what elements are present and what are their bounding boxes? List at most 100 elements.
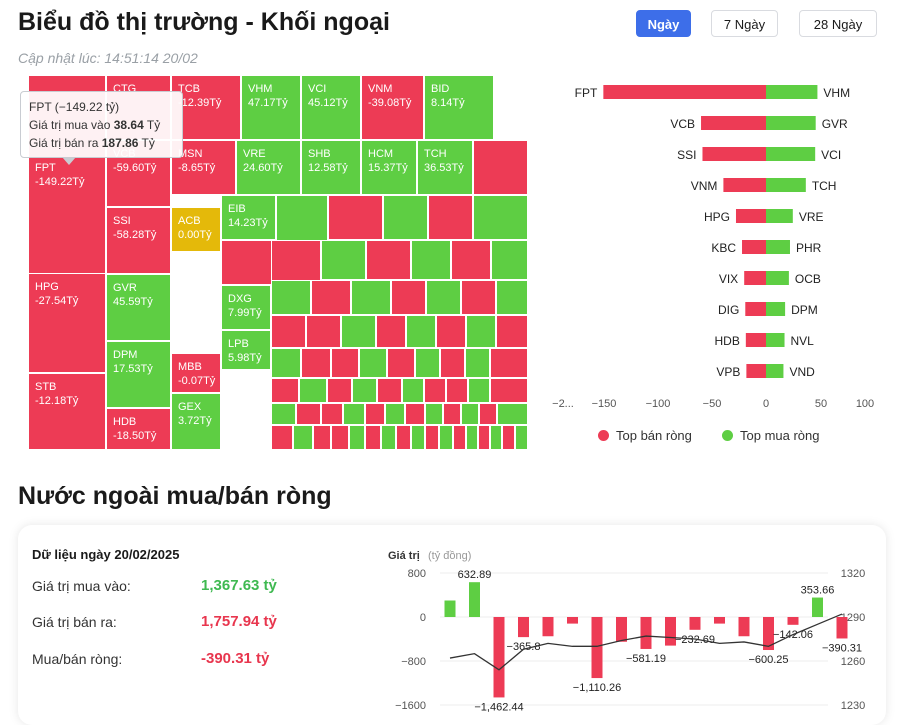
treemap-cell-minor[interactable] <box>473 195 528 240</box>
treemap-cell-minor[interactable] <box>377 378 402 403</box>
treemap-cell-minor[interactable] <box>376 315 406 348</box>
treemap-cell-minor[interactable] <box>490 425 502 450</box>
treemap-cell-minor[interactable] <box>331 348 359 378</box>
treemap-cell-minor[interactable] <box>424 378 446 403</box>
treemap-cell-mbb[interactable]: MBB -0.07Tỷ <box>171 353 221 393</box>
treemap-cell-minor[interactable] <box>473 140 528 195</box>
treemap-cell-minor[interactable] <box>271 403 296 425</box>
treemap-cell-vhm[interactable]: VHM 47.17Tỷ <box>241 75 301 140</box>
tab-day[interactable]: Ngày <box>636 10 691 37</box>
tab-28-days[interactable]: 28 Ngày <box>799 10 877 37</box>
treemap-cell-vci[interactable]: VCI 45.12Tỷ <box>301 75 361 140</box>
treemap-cell-minor[interactable] <box>271 240 321 285</box>
treemap-cell-minor[interactable] <box>405 403 425 425</box>
treemap-cell-minor[interactable] <box>271 378 299 403</box>
treemap-cell-minor[interactable] <box>451 240 491 280</box>
treemap-cell-minor[interactable] <box>387 348 415 378</box>
treemap-cell-minor[interactable] <box>327 378 352 403</box>
treemap-cell-minor[interactable] <box>271 348 301 378</box>
treemap-cell-vnm[interactable]: VNM -39.08Tỷ <box>361 75 424 140</box>
treemap-cell-minor[interactable] <box>497 403 528 425</box>
treemap-cell-minor[interactable] <box>385 403 405 425</box>
treemap-cell-minor[interactable] <box>402 378 424 403</box>
treemap-cell-minor[interactable] <box>311 280 351 315</box>
treemap-cell-shb[interactable]: SHB 12.58Tỷ <box>301 140 361 195</box>
treemap-cell-minor[interactable] <box>271 425 293 450</box>
treemap-cell-dpm[interactable]: DPM 17.53Tỷ <box>106 341 171 408</box>
treemap-cell-minor[interactable] <box>365 403 385 425</box>
treemap-cell-minor[interactable] <box>321 403 343 425</box>
treemap-cell-minor[interactable] <box>453 425 466 450</box>
treemap-cell-minor[interactable] <box>299 378 327 403</box>
treemap-cell-minor[interactable] <box>496 315 528 348</box>
treemap-cell-minor[interactable] <box>296 403 321 425</box>
treemap-cell-minor[interactable] <box>343 403 365 425</box>
treemap-cell-minor[interactable] <box>461 280 496 315</box>
treemap-cell-lpb[interactable]: LPB 5.98Tỷ <box>221 330 271 370</box>
treemap-cell-minor[interactable] <box>349 425 365 450</box>
treemap-cell-minor[interactable] <box>352 378 377 403</box>
treemap-cell-minor[interactable] <box>396 425 411 450</box>
treemap-cell-minor[interactable] <box>478 425 490 450</box>
treemap-cell-minor[interactable] <box>365 425 381 450</box>
treemap-cell-hpg[interactable]: HPG -27.54Tỷ <box>28 273 106 373</box>
treemap-cell-gex[interactable]: GEX 3.72Tỷ <box>171 393 221 450</box>
treemap-cell-minor[interactable] <box>461 403 479 425</box>
treemap-cell-minor[interactable] <box>383 195 428 240</box>
legend-sell[interactable]: Top bán ròng <box>598 428 692 443</box>
treemap-cell-tch[interactable]: TCH 36.53Tỷ <box>417 140 473 195</box>
treemap-cell-minor[interactable] <box>271 280 311 315</box>
treemap-cell-hdb[interactable]: HDB -18.50Tỷ <box>106 408 171 450</box>
treemap-cell-minor[interactable] <box>425 425 439 450</box>
treemap-cell-minor[interactable] <box>359 348 387 378</box>
treemap-cell-minor[interactable] <box>271 315 306 348</box>
treemap-cell-bid[interactable]: BID 8.14Tỷ <box>424 75 494 140</box>
treemap-cell-minor[interactable] <box>515 425 528 450</box>
treemap-cell-eib[interactable]: EIB 14.23Tỷ <box>221 195 276 240</box>
treemap-cell-minor[interactable] <box>381 425 396 450</box>
treemap-cell-minor[interactable] <box>466 315 496 348</box>
treemap-cell-stb[interactable]: STB -12.18Tỷ <box>28 373 106 450</box>
treemap-cell-minor[interactable] <box>425 403 443 425</box>
treemap-cell-minor[interactable] <box>313 425 331 450</box>
treemap-cell-minor[interactable] <box>496 280 528 315</box>
treemap-cell-minor[interactable] <box>479 403 497 425</box>
treemap-cell-minor[interactable] <box>466 425 478 450</box>
treemap-cell-minor[interactable] <box>406 315 436 348</box>
treemap-cell-acb[interactable]: ACB 0.00Tỷ <box>171 207 221 252</box>
treemap-cell-minor[interactable] <box>411 240 451 280</box>
treemap-cell-minor[interactable] <box>366 240 411 280</box>
treemap-cell-minor[interactable] <box>426 280 461 315</box>
treemap-cell-minor[interactable] <box>468 378 490 403</box>
treemap-cell-minor[interactable] <box>491 240 528 280</box>
treemap-cell-minor[interactable] <box>328 195 383 240</box>
treemap-cell-minor[interactable] <box>490 348 528 378</box>
treemap-cell-minor[interactable] <box>465 348 490 378</box>
treemap-cell-minor[interactable] <box>446 378 468 403</box>
treemap-cell-gvr[interactable]: GVR 45.59Tỷ <box>106 274 171 341</box>
treemap-cell-minor[interactable] <box>436 315 466 348</box>
treemap-cell-minor[interactable] <box>301 348 331 378</box>
legend-buy[interactable]: Top mua ròng <box>722 428 820 443</box>
treemap-cell-minor[interactable] <box>415 348 440 378</box>
treemap-cell-minor[interactable] <box>306 315 341 348</box>
treemap-cell-minor[interactable] <box>276 195 328 245</box>
treemap-cell-minor[interactable] <box>341 315 376 348</box>
treemap-cell-minor[interactable] <box>351 280 391 315</box>
treemap-cell-minor[interactable] <box>502 425 515 450</box>
treemap-cell-minor[interactable] <box>331 425 349 450</box>
tab-7-days[interactable]: 7 Ngày <box>711 10 778 37</box>
treemap-cell-minor[interactable] <box>391 280 426 315</box>
treemap-cell-minor[interactable] <box>490 378 528 403</box>
treemap-cell-minor[interactable] <box>293 425 313 450</box>
treemap-cell-minor[interactable] <box>443 403 461 425</box>
treemap-cell-vre[interactable]: VRE 24.60Tỷ <box>236 140 301 195</box>
treemap-cell-minor[interactable] <box>440 348 465 378</box>
treemap-cell-minor[interactable] <box>428 195 473 240</box>
treemap-cell-minor[interactable] <box>221 240 276 285</box>
treemap-cell-dxg[interactable]: DXG 7.99Tỷ <box>221 285 271 330</box>
treemap-cell-minor[interactable] <box>439 425 453 450</box>
treemap-cell-hcm[interactable]: HCM 15.37Tỷ <box>361 140 417 195</box>
treemap-cell-minor[interactable] <box>321 240 366 280</box>
treemap-cell-minor[interactable] <box>411 425 425 450</box>
